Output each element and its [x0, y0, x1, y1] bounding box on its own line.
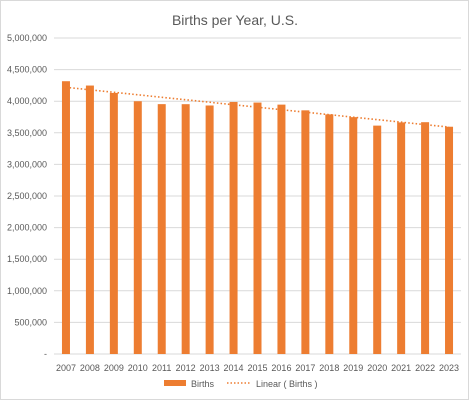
y-tick-label: 4,500,000	[7, 65, 47, 75]
x-tick-label: 2018	[319, 363, 339, 373]
bar-2013	[205, 105, 214, 354]
y-tick-label: 2,500,000	[7, 191, 47, 201]
bar-2012	[181, 104, 190, 354]
bar-2023	[445, 126, 454, 355]
x-tick-label: 2015	[247, 363, 267, 373]
x-tick-label: 2023	[439, 363, 459, 373]
bar-2022	[421, 122, 430, 354]
bar-2014	[229, 101, 238, 354]
y-tick-label: 1,000,000	[7, 286, 47, 296]
y-tick-label: -	[44, 349, 47, 359]
x-tick-label: 2021	[391, 363, 411, 373]
y-tick-label: 500,000	[14, 317, 47, 327]
bar-2007	[61, 81, 70, 354]
y-tick-label: 1,500,000	[7, 254, 47, 264]
bar-2016	[277, 104, 286, 354]
bar-2011	[157, 104, 166, 354]
y-tick-label: 3,000,000	[7, 159, 47, 169]
y-tick-label: 3,500,000	[7, 128, 47, 138]
bars	[61, 81, 454, 355]
legend-births-label: Births	[191, 379, 215, 389]
legend-births-swatch	[164, 380, 186, 386]
legend-trend-label: Linear ( Births )	[256, 379, 318, 389]
bar-2020	[373, 125, 382, 354]
x-tick-label: 2011	[152, 363, 171, 373]
y-tick-label: 5,000,000	[7, 33, 47, 43]
bar-2008	[85, 85, 94, 354]
x-tick-label: 2014	[224, 363, 244, 373]
x-tick-label: 2020	[367, 363, 387, 373]
bar-2018	[325, 114, 334, 354]
legend: Births Linear ( Births )	[164, 379, 318, 389]
x-tick-label: 2019	[343, 363, 363, 373]
trendline-line	[65, 86, 450, 128]
bar-2019	[349, 117, 358, 354]
bar-2010	[133, 101, 142, 355]
x-tick-label: 2017	[295, 363, 315, 373]
x-tick-label: 2022	[415, 363, 435, 373]
chart-title: Births per Year, U.S.	[172, 12, 298, 28]
x-tick-label: 2016	[271, 363, 291, 373]
x-tick-label: 2009	[104, 363, 124, 373]
bar-2017	[301, 110, 310, 354]
x-tick-label: 2012	[176, 363, 196, 373]
y-tick-label: 2,000,000	[7, 223, 47, 233]
bar-2015	[253, 102, 262, 354]
x-tick-label: 2013	[200, 363, 220, 373]
x-tick-label: 2007	[56, 363, 76, 373]
bar-2021	[397, 122, 406, 354]
y-tick-label: 4,000,000	[7, 96, 47, 106]
x-axis-ticks: 2007 2008 2009 2010 2011 2012 2013 2014 2015 2016…	[56, 363, 459, 373]
x-tick-label: 2010	[128, 363, 148, 373]
x-tick-label: 2008	[80, 363, 100, 373]
y-axis-ticks: - 500,000 1,000,000 1,500,000 2,000,000 2,500…	[7, 33, 47, 359]
trendline	[65, 86, 450, 128]
bar-2009	[109, 92, 118, 355]
